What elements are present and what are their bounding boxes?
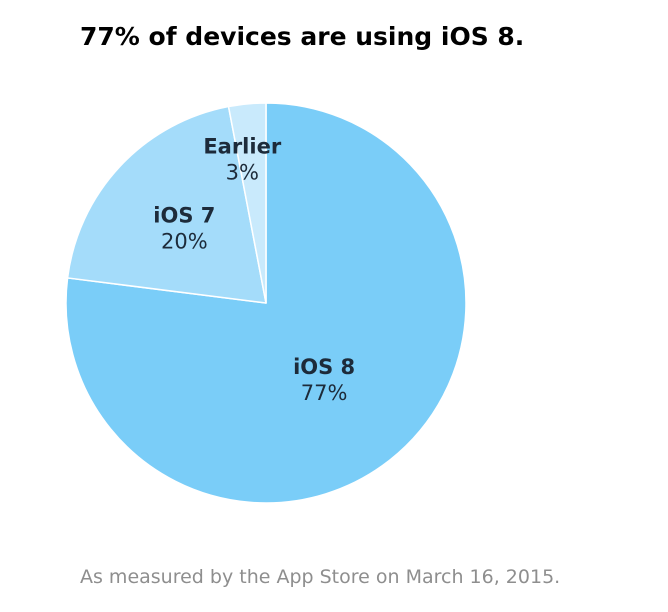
slice-percent-ios-8: 77% bbox=[301, 381, 348, 405]
chart-title: 77% of devices are using iOS 8. bbox=[80, 22, 525, 51]
pie-slice-earlier bbox=[227, 102, 267, 304]
slice-label-ios-7: iOS 7 bbox=[153, 203, 215, 227]
footnote: As measured by the App Store on March 16… bbox=[80, 566, 561, 588]
slice-label-earlier: Earlier bbox=[203, 135, 282, 159]
slice-label-ios-8: iOS 8 bbox=[293, 355, 355, 379]
slice-percent-earlier: 3% bbox=[226, 161, 259, 185]
pie-slices bbox=[65, 102, 467, 504]
pie-slice-ios-7 bbox=[66, 105, 267, 304]
slice-percent-ios-7: 20% bbox=[161, 229, 208, 253]
